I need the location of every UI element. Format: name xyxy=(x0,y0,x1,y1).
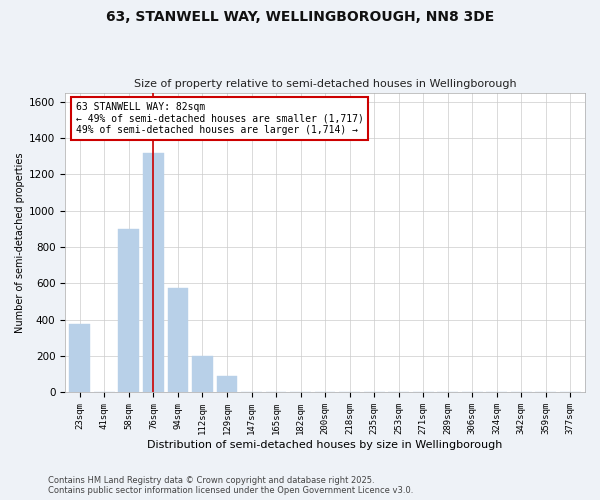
Bar xyxy=(217,376,238,392)
Title: Size of property relative to semi-detached houses in Wellingborough: Size of property relative to semi-detach… xyxy=(134,79,517,89)
Y-axis label: Number of semi-detached properties: Number of semi-detached properties xyxy=(15,152,25,333)
Bar xyxy=(167,288,188,393)
Bar xyxy=(70,324,90,392)
Bar xyxy=(143,154,164,392)
Text: 63, STANWELL WAY, WELLINGBOROUGH, NN8 3DE: 63, STANWELL WAY, WELLINGBOROUGH, NN8 3D… xyxy=(106,10,494,24)
Text: Contains HM Land Registry data © Crown copyright and database right 2025.
Contai: Contains HM Land Registry data © Crown c… xyxy=(48,476,413,495)
Text: 63 STANWELL WAY: 82sqm
← 49% of semi-detached houses are smaller (1,717)
49% of : 63 STANWELL WAY: 82sqm ← 49% of semi-det… xyxy=(76,102,364,135)
X-axis label: Distribution of semi-detached houses by size in Wellingborough: Distribution of semi-detached houses by … xyxy=(148,440,503,450)
Bar xyxy=(118,229,139,392)
Bar xyxy=(192,356,213,393)
